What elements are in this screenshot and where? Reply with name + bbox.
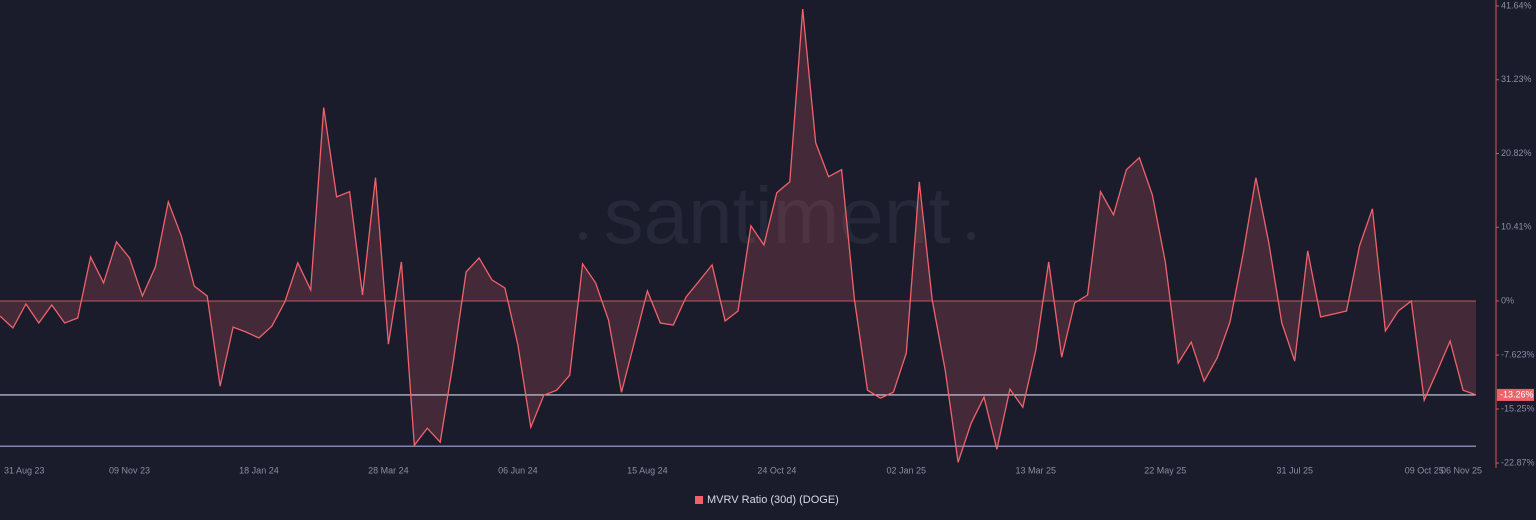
- legend-label: MVRV Ratio (30d) (DOGE): [707, 494, 839, 506]
- y-tick-label: -22.87%: [1501, 457, 1535, 467]
- y-tick-label: 10.41%: [1501, 222, 1532, 232]
- x-tick-label: 02 Jan 25: [887, 465, 927, 475]
- x-tick-label: 09 Oct 25: [1405, 465, 1444, 475]
- x-tick-label: 22 May 25: [1144, 465, 1186, 475]
- line: [0, 9, 1477, 463]
- x-tick-label: 31 Aug 23: [4, 465, 45, 475]
- legend: MVRV Ratio (30d) (DOGE): [695, 494, 839, 506]
- x-tick-label: 09 Nov 23: [109, 465, 150, 475]
- y-tick-label: 41.64%: [1501, 0, 1532, 10]
- x-tick-label: 06 Nov 25: [1441, 465, 1482, 475]
- watermark-dot: [579, 232, 587, 240]
- x-tick-label: 06 Jun 24: [498, 465, 538, 475]
- y-tick-label: -15.25%: [1501, 403, 1535, 413]
- x-tick-label: 18 Jan 24: [239, 465, 279, 475]
- watermark-text: santiment: [604, 171, 951, 260]
- x-tick-label: 24 Oct 24: [757, 465, 796, 475]
- y-tick-label: 0%: [1501, 295, 1514, 305]
- x-tick-label: 13 Mar 25: [1016, 465, 1057, 475]
- last-value-label: -13.26%: [1500, 389, 1534, 399]
- y-tick-label: 20.82%: [1501, 148, 1532, 158]
- x-tick-label: 28 Mar 24: [368, 465, 409, 475]
- y-tick-label: -7.623%: [1501, 349, 1535, 359]
- last-value-badge: [1497, 388, 1534, 401]
- x-tick-label: 15 Aug 24: [627, 465, 668, 475]
- legend-swatch: [695, 496, 703, 504]
- watermark-dot: [967, 232, 975, 240]
- y-tick-label: 31.23%: [1501, 74, 1532, 84]
- x-tick-label: 31 Jul 25: [1276, 465, 1313, 475]
- watermark: santiment: [579, 171, 975, 260]
